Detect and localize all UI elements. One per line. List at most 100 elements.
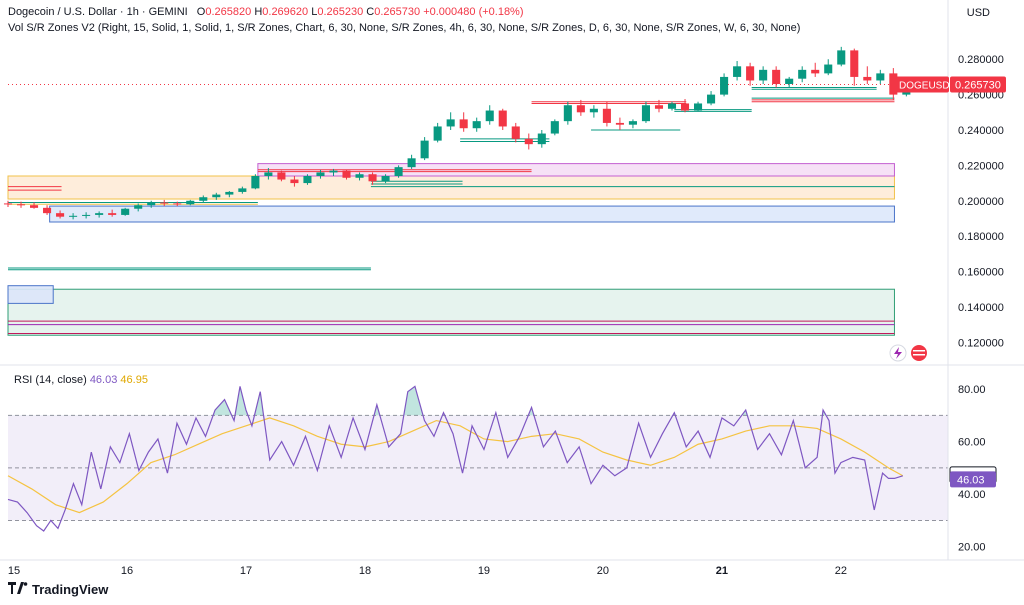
price-tick-label: 0.260000 — [958, 90, 1004, 102]
candle-up — [238, 188, 247, 192]
symbol-tag-label: DOGEUSD — [899, 80, 950, 91]
chart-header: Dogecoin / U.S. Dollar · 1h · GEMINI O0.… — [8, 6, 524, 18]
candle-down — [615, 122, 624, 125]
indicator-title[interactable]: Vol S/R Zones V2 (Right, 15, Solid, 1, S… — [8, 22, 801, 34]
candle-down — [811, 69, 820, 74]
candle-up — [707, 94, 716, 104]
time-tick-label: 20 — [597, 565, 609, 577]
us-flag-icon — [911, 345, 927, 361]
us-flag-stripe — [913, 350, 925, 352]
candle-up — [264, 172, 273, 176]
candle-up — [537, 133, 546, 145]
rsi-ma-line — [7, 417, 904, 514]
time-tick-label: 18 — [359, 565, 371, 577]
candle-up — [785, 78, 794, 84]
candle-up — [472, 121, 481, 129]
candle-up — [251, 176, 260, 189]
candle-up — [95, 213, 104, 215]
tradingview-logo-icon — [8, 582, 28, 597]
candle-up — [589, 108, 598, 113]
rsi-line — [7, 385, 903, 532]
price-tick-label: 0.180000 — [958, 231, 1004, 243]
candle-up — [147, 202, 156, 206]
symbol-title[interactable]: Dogecoin / U.S. Dollar · 1h · GEMINI — [8, 6, 188, 18]
candle-down — [850, 50, 859, 77]
currency-label[interactable]: USD — [966, 7, 990, 19]
candle-down — [173, 203, 182, 205]
sr-zone — [7, 288, 895, 336]
candle-up — [329, 170, 338, 173]
price-tick-label: 0.220000 — [958, 160, 1004, 172]
rsi-legend[interactable]: RSI (14, close) 46.03 46.95 — [14, 374, 148, 386]
candle-down — [889, 73, 898, 95]
ohlc-high-label: H — [254, 6, 263, 18]
candle-up — [69, 215, 78, 217]
symbol-tag — [895, 76, 949, 93]
candle-down — [511, 126, 520, 139]
tradingview-brand[interactable]: TradingView — [8, 582, 108, 597]
ohlc-low-label: L — [311, 6, 318, 18]
rsi-tick-label: 60.00 — [958, 437, 986, 449]
candle-down — [290, 179, 299, 184]
candle-up — [381, 176, 390, 182]
rsi-legend-value: 46.03 — [89, 374, 118, 386]
candle-down — [772, 69, 781, 84]
candle-down — [524, 138, 533, 145]
candle-up — [394, 167, 403, 176]
candle-down — [342, 170, 351, 178]
candle-up — [485, 110, 494, 122]
price-pane[interactable] — [3, 46, 948, 362]
ohlc-open-label: O — [196, 6, 206, 18]
candle-up — [186, 200, 195, 205]
candle-up — [199, 197, 208, 201]
candle-up — [82, 214, 91, 216]
time-tick-label: 19 — [478, 565, 490, 577]
price-tick-label: 0.280000 — [958, 54, 1004, 66]
rsi-title[interactable]: RSI (14, close) — [14, 374, 87, 386]
candle-down — [43, 207, 52, 214]
lightning-icon-glyph — [894, 347, 902, 359]
candle-up — [824, 64, 833, 74]
candle-up — [733, 66, 742, 77]
price-tick-label: 0.240000 — [958, 125, 1004, 137]
ohlc-change: +0.000480 (+0.18%) — [423, 6, 524, 18]
time-tick-label: 22 — [835, 565, 847, 577]
rsi-tick-label: 40.00 — [958, 489, 986, 501]
candle-up — [563, 105, 572, 122]
candle-down — [16, 204, 26, 206]
candle-up — [225, 191, 234, 195]
last-price-label: 0.265730 — [955, 79, 1001, 91]
rsi-tick-label: 80.00 — [958, 384, 986, 396]
candle-up — [355, 174, 364, 178]
time-tick-label: 21 — [716, 565, 728, 577]
ohlc-open-value: 0.265820 — [205, 6, 252, 18]
candle-up — [667, 103, 677, 109]
time-tick-label: 15 — [8, 565, 20, 577]
candle-up — [433, 126, 442, 141]
candle-up — [407, 158, 416, 168]
candle-down — [746, 66, 755, 81]
sr-zone — [49, 205, 895, 223]
price-tick-label: 0.160000 — [958, 267, 1004, 279]
ohlc-low-value: 0.265230 — [317, 6, 364, 18]
ohlc-close-label: C — [366, 6, 375, 18]
candle-up — [420, 140, 429, 159]
candle-up — [550, 121, 559, 134]
price-tick-label: 0.200000 — [958, 196, 1004, 208]
price-tick-label: 0.140000 — [958, 302, 1004, 314]
candle-down — [576, 105, 585, 113]
candle-down — [277, 172, 286, 180]
time-tick-label: 17 — [240, 565, 252, 577]
candle-down — [654, 105, 664, 109]
rsi-ma-legend-value: 46.95 — [120, 374, 148, 386]
candle-up — [641, 105, 650, 122]
candle-up — [720, 76, 729, 95]
candle-up — [134, 205, 143, 209]
rsi-pane[interactable] — [7, 385, 948, 532]
candle-down — [498, 110, 507, 127]
sr-zone — [7, 175, 895, 200]
candle-up — [212, 194, 221, 198]
candle-down — [108, 213, 117, 215]
indicator-legend[interactable]: Vol S/R Zones V2 (Right, 15, Solid, 1, S… — [8, 22, 800, 34]
